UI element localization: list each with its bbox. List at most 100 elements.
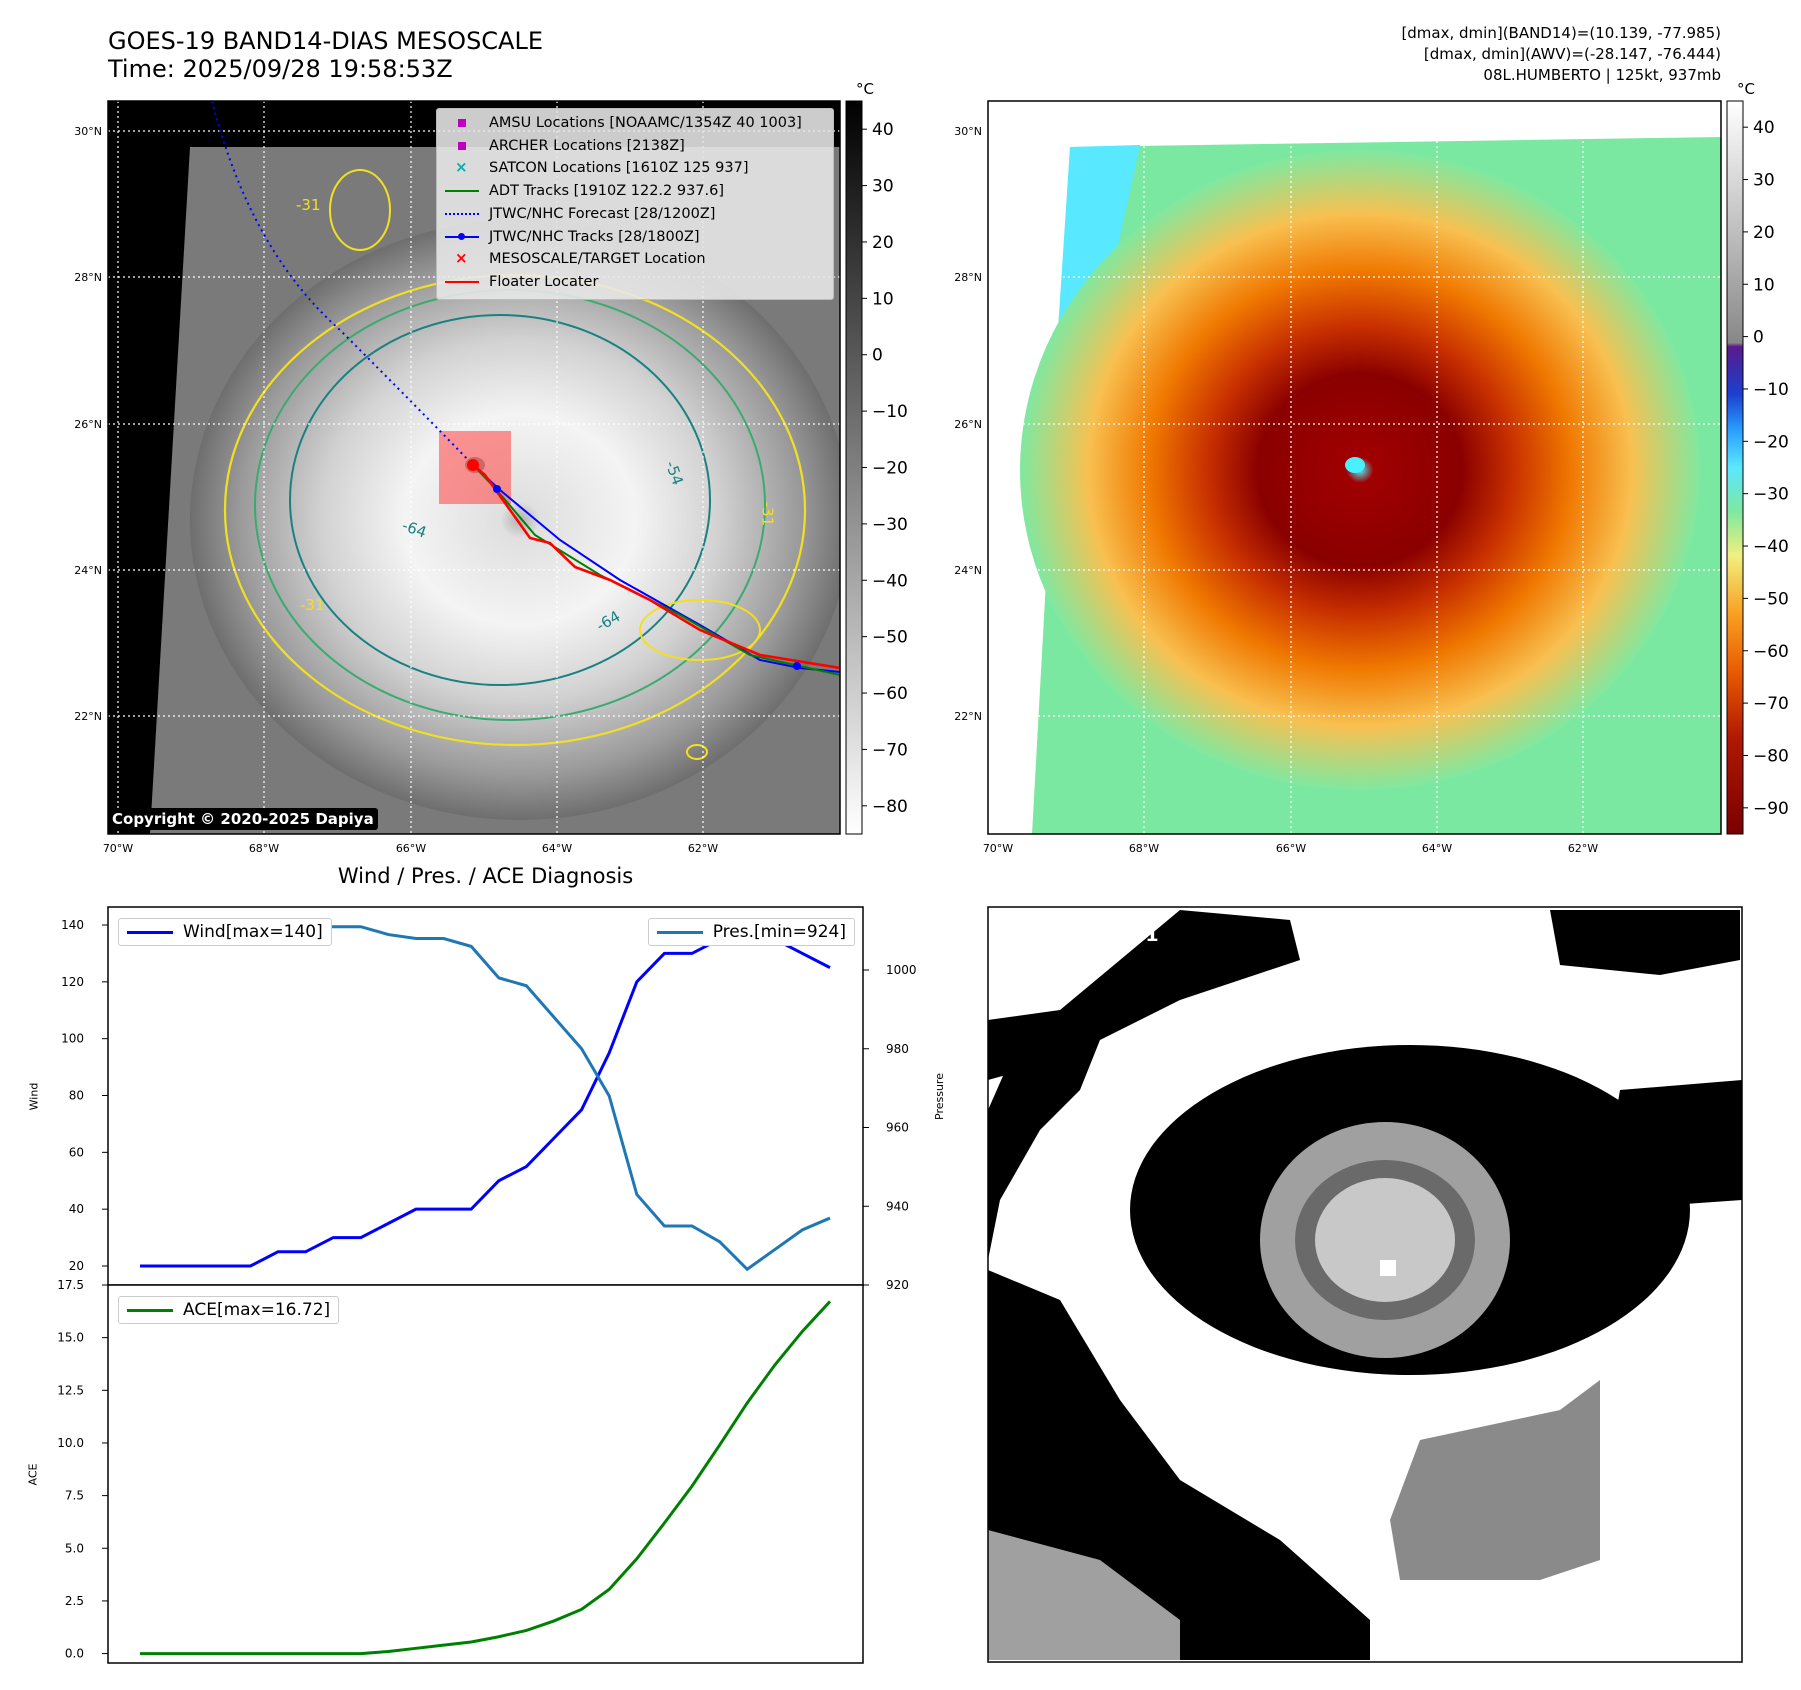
ace-series-line (140, 1300, 832, 1656)
legend-label: ADT Tracks [1910Z 122.2 937.6] (489, 183, 725, 200)
lon-tick-label: 64°W (1422, 842, 1452, 855)
colorbar-tick-label: −30 (872, 515, 908, 535)
ace-tick-label: 0.0 (65, 1647, 84, 1661)
wind-tick-label: 20 (69, 1259, 84, 1273)
colorbar-tick-label: −40 (872, 571, 908, 591)
legend-item: × SATCON Locations [1610Z 125 937] (445, 158, 748, 178)
wind-legend-label: Wind[max=140] (183, 922, 323, 942)
contour-label: -31 (300, 596, 325, 614)
title-line-1: GOES-19 BAND14-DIAS MESOSCALE (108, 27, 544, 55)
colorbar-tick-label: −80 (1753, 746, 1789, 766)
wmg-panel (987, 906, 1743, 1663)
pressure-legend: Pres.[min=924] (647, 918, 855, 946)
ace-panel: 0.0 2.5 5.0 7.5 10.0 12.5 15.0 17.5 (57, 1278, 864, 1664)
contour-label: -31 (296, 196, 321, 214)
legend-item: Floater Locater (445, 272, 598, 292)
diagnosis-title: Wind / Pres. / ACE Diagnosis (337, 864, 634, 888)
target-marker (467, 459, 479, 471)
ace-tick-label: 17.5 (57, 1278, 84, 1292)
colorbar-tick-label: −60 (1753, 642, 1789, 662)
legend-swatch (445, 276, 479, 288)
colorbar-tick-label: 10 (872, 289, 894, 309)
wind-tick-label: 120 (61, 975, 84, 989)
legend-swatch (445, 117, 479, 129)
lat-tick-label: 28°N (954, 271, 982, 284)
legend-swatch: × (455, 158, 468, 177)
colorbar-tick-label: −80 (872, 797, 908, 817)
colorbar-tick-label: −30 (1753, 485, 1789, 505)
wind-tick-label: 140 (61, 918, 84, 932)
legend-label: ARCHER Locations [2138Z] (489, 137, 685, 154)
colorbar-tick-label: −70 (872, 740, 908, 760)
ace-legend-swatch (127, 1308, 173, 1312)
ace-tick-label: 2.5 (65, 1594, 84, 1608)
lon-tick-label: 64°W (542, 842, 572, 855)
colorbar-tick-label: −60 (872, 684, 908, 704)
colorbar-tick-label: 30 (1753, 171, 1775, 191)
pressure-legend-label: Pres.[min=924] (712, 922, 846, 942)
colorbar-tick-label: −40 (1753, 537, 1789, 557)
legend-swatch (445, 140, 479, 152)
colorbar-tick-label: −50 (872, 628, 908, 648)
lon-tick-label: 66°W (1276, 842, 1306, 855)
title-line-2: Time: 2025/09/28 19:58:53Z (108, 55, 453, 83)
ace-legend: ACE[max=16.72] (118, 1296, 340, 1324)
pressure-tick-label: 980 (886, 1042, 909, 1056)
ace-legend-label: ACE[max=16.72] (183, 1300, 331, 1320)
legend-swatch: × (455, 249, 468, 268)
map-tick-labels: 30°N 30°N 28°N 28°N 26°N 26°N 24°N 24°N 22°N 22°N… (74, 125, 1598, 855)
legend-item: JTWC/NHC Forecast [28/1200Z] (445, 204, 715, 224)
lat-tick-label: 26°N (74, 418, 102, 431)
wind-tick-label: 100 (61, 1032, 84, 1046)
colorbar-tick-label: −10 (1753, 380, 1789, 400)
lat-tick-label: 30°N (954, 125, 982, 138)
lat-tick-label: 22°N (954, 710, 982, 723)
wmg-count-label: WMG Count: 1 (1006, 924, 1159, 946)
lat-tick-label: 24°N (74, 564, 102, 577)
legend-label: MESOSCALE/TARGET Location (489, 251, 706, 268)
pressure-tick-label: 920 (886, 1278, 909, 1292)
floater-track (472, 464, 840, 670)
lon-tick-label: 62°W (688, 842, 718, 855)
pressure-tick-label: 940 (886, 1199, 909, 1213)
colorbar-tick-label: 40 (872, 120, 894, 140)
lat-tick-label: 22°N (74, 710, 102, 723)
colorbar2-unit: °C (1737, 80, 1755, 98)
lon-tick-label: 70°W (983, 842, 1013, 855)
forecast-track (211, 101, 474, 466)
lon-tick-label: 68°W (249, 842, 279, 855)
colorbar-tick-label: 0 (872, 346, 883, 366)
ace-tick-label: 12.5 (57, 1383, 84, 1397)
lat-tick-label: 26°N (954, 418, 982, 431)
legend-item: × MESOSCALE/TARGET Location (445, 249, 706, 269)
lon-tick-label: 68°W (1129, 842, 1159, 855)
pressure-tick-label: 1000 (886, 963, 917, 977)
colorbar-tick-label: −70 (1753, 694, 1789, 714)
lon-tick-label: 66°W (396, 842, 426, 855)
colorbar-tick-label: −50 (1753, 589, 1789, 609)
colorbar-tick-label: 10 (1753, 275, 1775, 295)
colorbar1-unit: °C (856, 80, 874, 98)
legend-label: AMSU Locations [NOAAMC/1354Z 40 1003] (489, 115, 802, 131)
lat-tick-label: 28°N (74, 271, 102, 284)
color-ir-map-panel (987, 100, 1722, 835)
colorbar-tick-label: −10 (872, 402, 908, 422)
legend-item: JTWC/NHC Tracks [28/1800Z] (445, 227, 700, 247)
colorbar-tick-label: −20 (1753, 432, 1789, 452)
lat-tick-label: 24°N (954, 564, 982, 577)
lon-tick-label: 62°W (1568, 842, 1598, 855)
wind-pressure-panel: 20 40 60 80 100 120 140 920 940 960 980 1000 (61, 906, 917, 1292)
legend-swatch (445, 231, 479, 243)
colorbar-grayscale: 40 30 20 10 0 −10 −20 −30 −40 −50 −60 −70 −80 (845, 100, 908, 835)
ace-axis-label: ACE (26, 1463, 40, 1486)
ace-tick-label: 5.0 (65, 1541, 84, 1555)
legend-swatch (445, 185, 479, 197)
ace-tick-label: 10.0 (57, 1436, 84, 1450)
legend-item: AMSU Locations [NOAAMC/1354Z 40 1003] (445, 113, 802, 133)
pressure-tick-label: 960 (886, 1121, 909, 1135)
legend-label: SATCON Locations [1610Z 125 937] (489, 160, 749, 177)
info-line-2: [dmax, dmin](AWV)=(-28.147, -76.444) (1423, 45, 1721, 63)
info-line-3: 08L.HUMBERTO | 125kt, 937mb (1483, 66, 1721, 84)
wind-legend: Wind[max=140] (118, 918, 332, 946)
